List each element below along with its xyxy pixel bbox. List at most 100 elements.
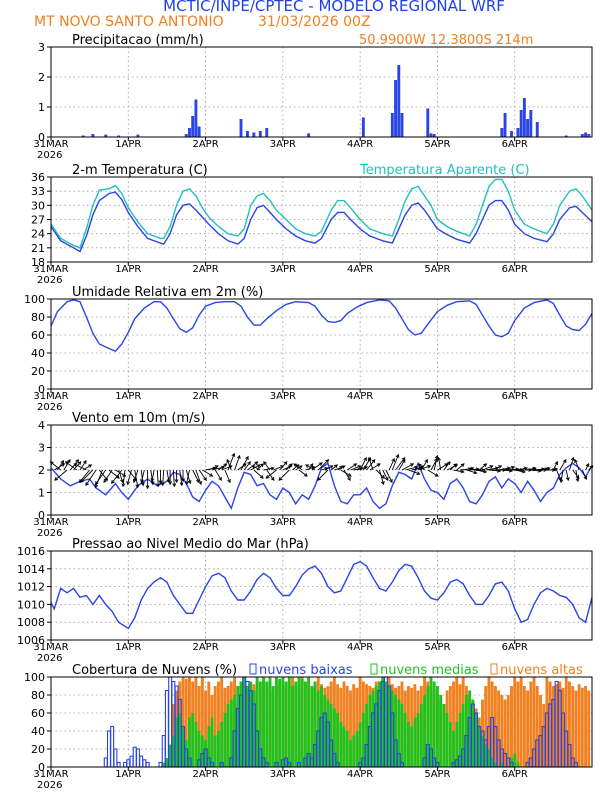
bar (397, 699, 401, 767)
y-tick-label: 2 (38, 464, 45, 477)
wind-arrow-head (83, 460, 87, 465)
wind-arrow-head (223, 463, 228, 467)
bar (339, 722, 343, 767)
wind-arrow (574, 459, 580, 471)
wind-arrow-head (554, 461, 559, 466)
x-tick-label: 5APR (424, 264, 450, 275)
bar (400, 704, 404, 767)
x-tick-year: 2026 (37, 653, 62, 664)
wind-arrow-head (150, 481, 155, 486)
wind-arrow-head (67, 458, 71, 464)
bar (387, 686, 391, 767)
wind-arrow-head (61, 463, 66, 467)
bar (91, 134, 95, 137)
y-tick-label: 2 (38, 71, 45, 84)
wind-arrow-head (221, 465, 226, 470)
wind-arrow-head (554, 467, 559, 472)
wind-arrow-head (103, 479, 108, 484)
bar (142, 759, 147, 768)
x-tick-year: 2026 (37, 402, 62, 413)
wind-arrow-head (416, 471, 421, 476)
wind-arrow-head (293, 463, 298, 467)
wind-arrow-head (259, 474, 264, 479)
wind-arrow-head (187, 480, 192, 485)
series-line (50, 461, 593, 511)
wind-arrow (317, 469, 329, 481)
bar (403, 713, 407, 767)
wind-arrow (427, 469, 439, 477)
wind-arrow (552, 461, 558, 471)
wind-arrow-head (532, 466, 537, 471)
wind-arrow (508, 468, 519, 471)
bar (265, 681, 269, 767)
bar (320, 686, 323, 767)
wind-arrow (559, 459, 567, 471)
bar (358, 722, 362, 767)
wind-arrow (195, 469, 202, 485)
bar (390, 690, 394, 767)
bar (397, 65, 401, 137)
wind-arrow-head (575, 478, 580, 483)
wind-arrow-head (546, 466, 551, 471)
bar (587, 134, 591, 137)
bar (429, 133, 433, 137)
x-tick-label: 3APR (270, 642, 296, 653)
wind-arrow (298, 469, 308, 477)
bar (426, 108, 430, 137)
bar (452, 731, 455, 767)
y-tick-label: 1 (38, 487, 45, 500)
wind-arrow-head (489, 465, 494, 469)
x-tick-label: 6APR (502, 642, 528, 653)
bar (349, 690, 352, 767)
bar (113, 748, 118, 768)
wind-arrow-head (94, 481, 99, 486)
wind-arrow (103, 469, 113, 483)
wind-arrow-head (126, 481, 130, 486)
y-tick-label: 3 (38, 41, 45, 54)
bar (545, 677, 549, 767)
x-tick-label: 1APR (115, 642, 141, 653)
wind-arrow (379, 469, 384, 485)
y-tick-label: 0 (38, 131, 45, 144)
bar (532, 677, 536, 767)
bar (410, 726, 414, 767)
bar (564, 135, 568, 137)
bar (529, 681, 533, 767)
wind-arrow (279, 461, 288, 471)
bar (291, 686, 294, 767)
wind-arrow (575, 469, 579, 482)
wind-arrow (347, 463, 357, 471)
wind-arrow-head (209, 473, 214, 477)
wind-arrow (418, 463, 425, 471)
wind-arrow-head (140, 479, 144, 484)
wind-arrow-head (260, 463, 264, 468)
y-tick-label: 80 (31, 311, 45, 324)
bar (162, 762, 166, 767)
wind-arrow-head (453, 463, 458, 468)
plot-frame (50, 298, 593, 390)
wind-arrow (433, 455, 438, 471)
y-tick-label: 1008 (17, 616, 45, 629)
bar (484, 686, 488, 767)
wind-arrow (501, 469, 513, 472)
y-tick-label: 21 (31, 242, 45, 255)
wind-arrow-head (371, 459, 376, 464)
wind-arrow-head (111, 480, 115, 485)
bar (374, 686, 378, 767)
bar (197, 686, 201, 767)
x-tick-year: 2026 (37, 780, 62, 791)
wind-arrow (94, 469, 103, 488)
bar (184, 678, 188, 767)
wind-arrow (514, 469, 526, 473)
bar (297, 677, 301, 767)
x-tick-label: 5APR (424, 769, 450, 780)
wind-arrow (293, 463, 303, 471)
wind-arrow-head (218, 476, 222, 482)
bar (220, 722, 224, 767)
x-tick-label: 3APR (270, 264, 296, 275)
